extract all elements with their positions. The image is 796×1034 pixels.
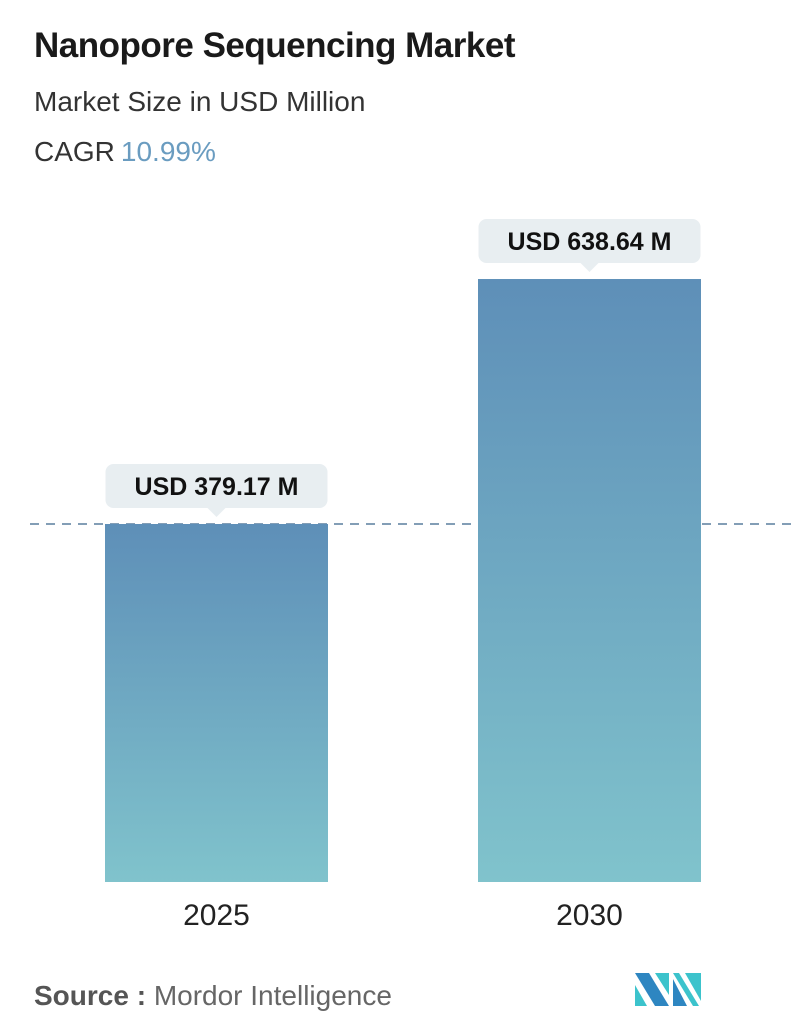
x-tick-label: 2030 xyxy=(556,899,623,932)
data-label: USD 638.64 M xyxy=(508,228,672,256)
source-value: Mordor Intelligence xyxy=(153,980,392,1011)
bar-2025 xyxy=(105,524,328,882)
data-label-bubble xyxy=(105,464,328,508)
cagr: CAGR 10.99% xyxy=(34,136,216,168)
data-label-bubble xyxy=(478,219,701,264)
chart-title: Nanopore Sequencing Market xyxy=(34,26,515,65)
data-label-pointer xyxy=(207,508,226,517)
cagr-label: CAGR xyxy=(34,136,115,167)
bar-2030 xyxy=(478,279,701,882)
data-label-pointer xyxy=(580,263,599,273)
chart-subtitle: Market Size in USD Million xyxy=(34,86,366,117)
cagr-value: 10.99% xyxy=(120,136,216,167)
x-tick-label: 2025 xyxy=(183,899,250,932)
data-label: USD 379.17 M xyxy=(135,473,299,501)
source: Source : Mordor Intelligence xyxy=(34,980,392,1012)
source-label: Source : xyxy=(34,980,147,1011)
